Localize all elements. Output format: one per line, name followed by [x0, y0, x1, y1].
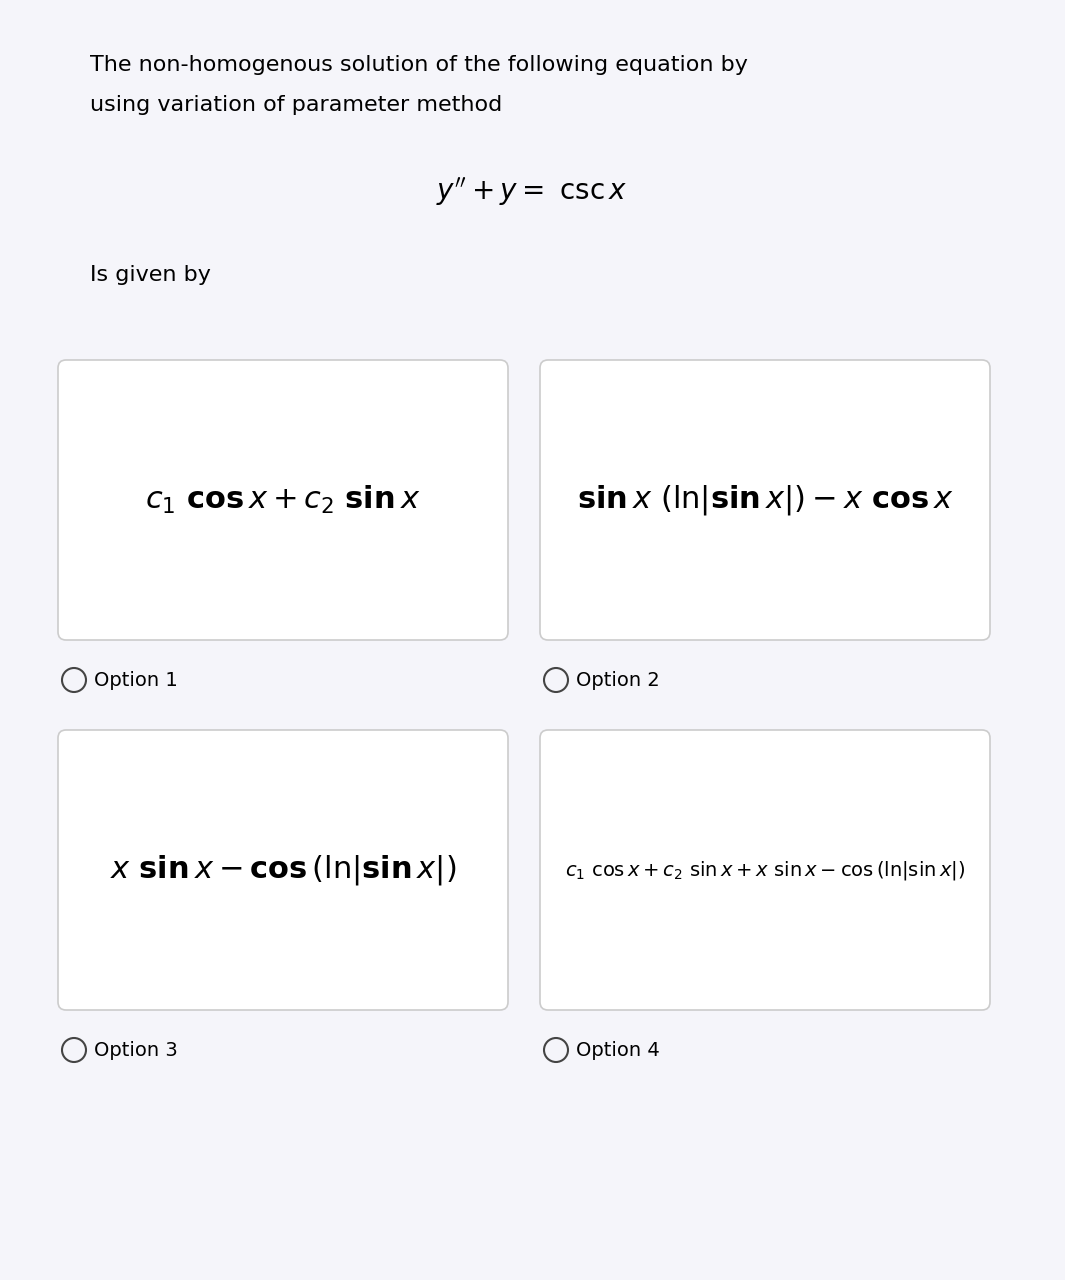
- Text: $x\ \mathbf{sin}\, x - \mathbf{cos}\,(\mathrm{ln}|\mathbf{sin}\, x|)$: $x\ \mathbf{sin}\, x - \mathbf{cos}\,(\m…: [110, 852, 456, 887]
- Text: Option 2: Option 2: [576, 671, 659, 690]
- FancyBboxPatch shape: [540, 730, 990, 1010]
- Text: $\mathbf{sin}\, x\ (\mathrm{ln}|\mathbf{sin}\, x|) - x\ \mathbf{cos}\, x$: $\mathbf{sin}\, x\ (\mathrm{ln}|\mathbf{…: [577, 483, 953, 517]
- Text: Is given by: Is given by: [91, 265, 211, 285]
- FancyBboxPatch shape: [540, 360, 990, 640]
- Text: Option 1: Option 1: [94, 671, 178, 690]
- Text: $y'' + y = \ \mathrm{csc}\, x$: $y'' + y = \ \mathrm{csc}\, x$: [437, 175, 627, 207]
- Text: Option 4: Option 4: [576, 1041, 659, 1060]
- Text: Option 3: Option 3: [94, 1041, 178, 1060]
- FancyBboxPatch shape: [58, 730, 508, 1010]
- FancyBboxPatch shape: [58, 360, 508, 640]
- Text: $c_1\ \mathbf{cos}\, x + c_2\ \mathbf{sin}\, x$: $c_1\ \mathbf{cos}\, x + c_2\ \mathbf{si…: [145, 484, 421, 516]
- Text: $c_1\ \mathrm{cos}\, x + c_2\ \mathrm{sin}\, x + x\ \mathrm{sin}\, x - \mathrm{c: $c_1\ \mathrm{cos}\, x + c_2\ \mathrm{si…: [564, 859, 965, 882]
- Text: The non-homogenous solution of the following equation by: The non-homogenous solution of the follo…: [91, 55, 748, 76]
- Text: using variation of parameter method: using variation of parameter method: [91, 95, 503, 115]
